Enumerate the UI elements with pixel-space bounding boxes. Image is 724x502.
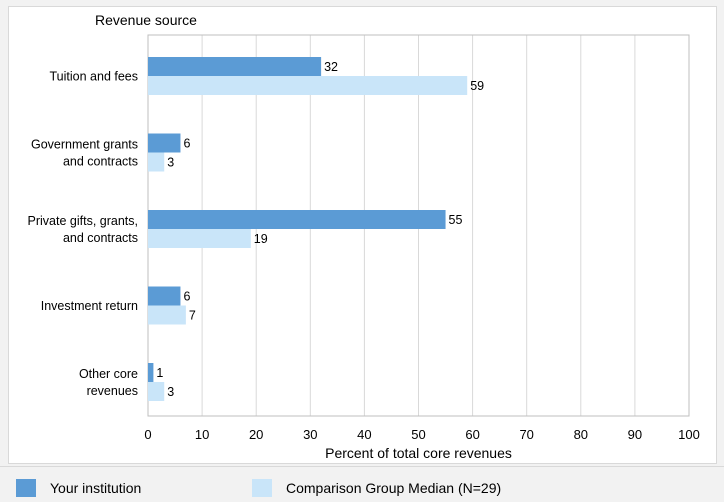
legend-swatch-comparison-median <box>252 479 272 497</box>
bar <box>148 152 165 172</box>
category-label: Investment return <box>41 299 138 313</box>
bar <box>148 286 181 306</box>
category-label: and contracts <box>63 155 138 169</box>
chart-panel: 0 10 20 30 40 50 60 70 80 90 100 Percent of total c… <box>8 6 717 464</box>
bar <box>148 133 181 153</box>
bar <box>148 210 446 229</box>
category-label: and contracts <box>63 231 138 245</box>
bar <box>148 305 186 325</box>
bar <box>148 57 322 76</box>
bar-chart: 0 10 20 30 40 50 60 70 80 90 100 Percent of total c… <box>28 12 700 461</box>
bar <box>148 382 165 401</box>
data-label: 19 <box>254 232 268 246</box>
legend-label-comparison-median: Comparison Group Median (N=29) <box>286 480 502 496</box>
x-tick-label: 80 <box>574 427 588 442</box>
bar <box>148 76 468 95</box>
x-tick-label: 50 <box>411 427 425 442</box>
category-label: Other core <box>79 367 138 381</box>
legend-item-your-institution: Your institution <box>16 478 141 498</box>
data-label: 7 <box>189 309 196 323</box>
y-axis-title: Revenue source <box>95 12 197 28</box>
x-tick-label: 60 <box>465 427 479 442</box>
data-label: 55 <box>449 213 463 227</box>
x-tick-label: 90 <box>628 427 642 442</box>
legend-swatch-your-institution <box>16 479 36 497</box>
bar <box>148 229 251 248</box>
legend-item-comparison-median: Comparison Group Median (N=29) <box>252 478 501 498</box>
x-tick-label: 20 <box>249 427 263 442</box>
data-label: 1 <box>156 366 163 380</box>
x-tick-label: 70 <box>519 427 533 442</box>
data-label: 3 <box>167 385 174 399</box>
data-label: 6 <box>183 137 190 151</box>
legend-label-your-institution: Your institution <box>50 480 142 496</box>
x-tick-label: 30 <box>303 427 317 442</box>
x-tick-label: 0 <box>144 427 151 442</box>
x-axis-title: Percent of total core revenues <box>325 445 512 461</box>
x-tick-label: 10 <box>195 427 209 442</box>
category-label: Private gifts, grants, <box>28 214 138 228</box>
bar <box>148 363 154 382</box>
data-label: 3 <box>167 156 174 170</box>
category-label: Government grants <box>31 138 138 152</box>
data-label: 6 <box>183 290 190 304</box>
x-tick-label: 40 <box>357 427 371 442</box>
legend-divider <box>0 466 724 467</box>
data-label: 59 <box>470 79 484 93</box>
x-tick-label: 100 <box>678 427 700 442</box>
category-label: revenues <box>87 384 138 398</box>
data-label: 32 <box>324 60 338 74</box>
category-label: Tuition and fees <box>50 70 138 84</box>
